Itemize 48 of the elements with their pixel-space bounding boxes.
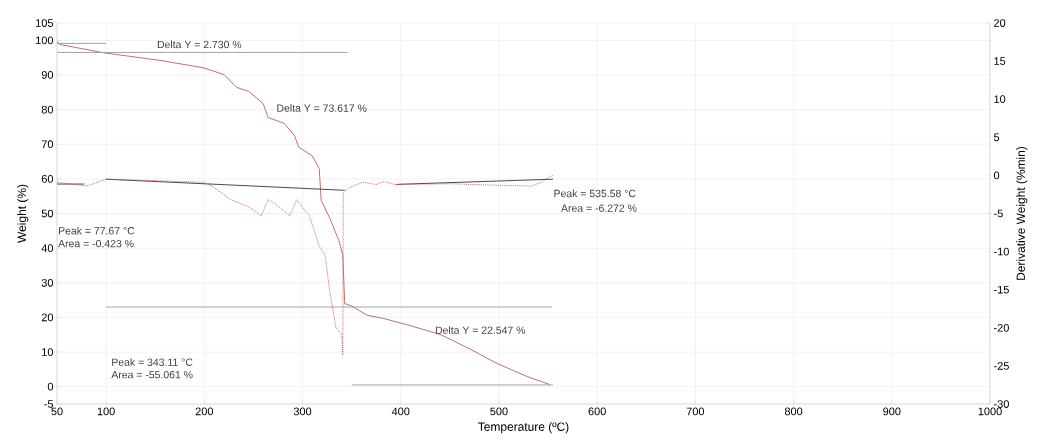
y-tick-label: -5 — [44, 400, 54, 408]
x-tick-label: 50 — [51, 407, 63, 416]
line-series — [56, 41, 551, 386]
y-tick-label: 20 — [41, 313, 54, 322]
x-tick-label: 900 — [883, 407, 901, 416]
y-tick-label: 105 — [36, 19, 54, 27]
annotation: Delta Y = 73.617 % — [277, 104, 367, 112]
x-tick-label: 200 — [195, 407, 214, 416]
y-tick-label: 90 — [41, 71, 54, 79]
y-tick-label: 10 — [42, 348, 54, 356]
y2-tick-label: 10 — [994, 95, 1006, 104]
y2-tick-label: -10 — [994, 247, 1009, 256]
y-tick-label: 80 — [41, 105, 54, 114]
annotation: Area = -55.061 % — [111, 370, 193, 379]
y2-tick-label: -25 — [994, 362, 1009, 370]
y2-tick-label: 15 — [994, 57, 1006, 65]
y2-tick-label: -30 — [994, 400, 1009, 408]
x-tick-label: 700 — [686, 407, 705, 416]
y-tick-label: 30 — [41, 278, 54, 287]
y-tick-label: 50 — [41, 209, 54, 218]
x-tick-label: 500 — [490, 407, 508, 416]
y2-tick-label: 0 — [993, 171, 1000, 180]
y-axis-title: Weight (%) — [17, 184, 29, 243]
x-tick-label: 1000 — [978, 407, 1002, 416]
annotation: Delta Y = 2.730 % — [157, 40, 242, 49]
annotation: Peak = 77.67 °C — [59, 226, 135, 235]
x-tick-label: 800 — [784, 407, 803, 416]
y2-tick-label: -5 — [994, 209, 1003, 218]
y-tick-label: 40 — [41, 244, 54, 253]
x-tick-label: 600 — [588, 407, 606, 416]
annotation: Delta Y = 22.547 % — [435, 326, 526, 334]
y2-tick-label: -20 — [994, 323, 1009, 332]
annotation: Area = -0.423 % — [58, 239, 134, 248]
x-tick-label: 300 — [293, 407, 312, 416]
y2-tick-label: 5 — [993, 133, 1000, 142]
y2-tick-label: 20 — [994, 19, 1006, 27]
y-tick-label: 60 — [41, 174, 54, 183]
annotation: Area = -6.272 % — [561, 204, 637, 212]
y-tick-label: 100 — [36, 36, 54, 45]
y-tick-label: 0 — [47, 382, 54, 391]
y2-tick-label: -15 — [994, 285, 1009, 294]
x-tick-label: 400 — [391, 407, 410, 416]
y2-axis-title: Derivative Weight (%min) — [1016, 146, 1028, 280]
x-axis-title: Temperature (ºC) — [478, 422, 569, 434]
annotation: Peak = 343.11 °C — [112, 358, 193, 366]
y-tick-label: 70 — [41, 140, 54, 149]
annotation: Peak = 535.58 °C — [554, 189, 636, 198]
x-tick-label: 100 — [97, 407, 115, 416]
